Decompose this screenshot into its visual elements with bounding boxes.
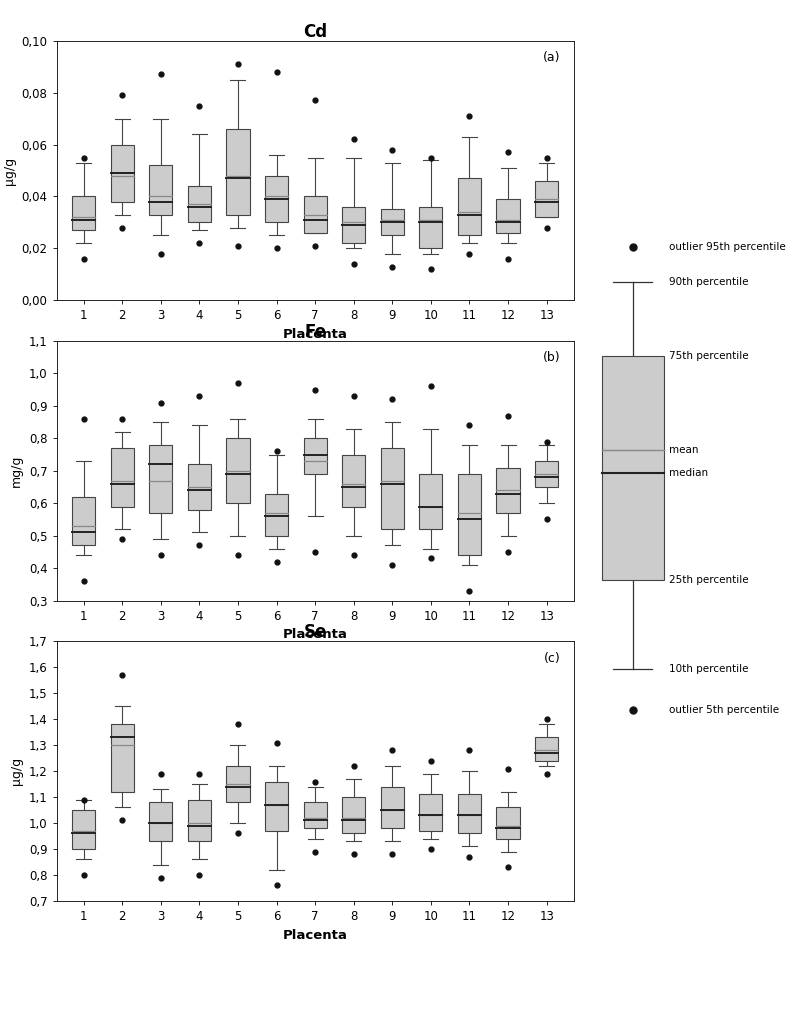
Bar <box>535 461 558 487</box>
Bar <box>226 129 250 215</box>
Bar <box>458 794 481 834</box>
Bar <box>149 445 172 513</box>
Title: Cd: Cd <box>303 22 327 41</box>
Text: 90th percentile: 90th percentile <box>669 278 748 287</box>
Bar <box>265 176 288 223</box>
Bar <box>226 766 250 802</box>
Bar <box>496 200 520 233</box>
Text: (a): (a) <box>543 51 561 64</box>
Bar <box>149 802 172 841</box>
Bar <box>496 467 520 513</box>
Text: outlier 5th percentile: outlier 5th percentile <box>669 705 779 715</box>
Bar <box>72 810 95 849</box>
Title: Fe: Fe <box>304 323 326 341</box>
Bar <box>342 797 365 834</box>
Bar <box>419 207 443 248</box>
Bar <box>496 807 520 839</box>
Bar <box>111 725 134 792</box>
Text: median: median <box>669 468 708 478</box>
Bar <box>304 196 326 233</box>
Bar <box>265 494 288 535</box>
Bar <box>187 464 211 510</box>
Bar <box>602 356 664 580</box>
Bar <box>187 186 211 223</box>
Bar <box>304 439 326 474</box>
Bar <box>458 178 481 235</box>
Y-axis label: μg/g: μg/g <box>11 757 23 785</box>
Bar <box>381 787 404 829</box>
Bar <box>265 782 288 831</box>
Text: 25th percentile: 25th percentile <box>669 575 748 585</box>
Bar <box>187 800 211 841</box>
Text: 10th percentile: 10th percentile <box>669 665 748 674</box>
Bar <box>72 497 95 546</box>
Bar <box>381 210 404 235</box>
X-axis label: Placenta: Placenta <box>283 628 347 641</box>
Bar <box>111 145 134 202</box>
Text: outlier 95th percentile: outlier 95th percentile <box>669 242 785 251</box>
Bar <box>419 474 443 529</box>
X-axis label: Placenta: Placenta <box>283 328 347 341</box>
Bar <box>111 448 134 507</box>
Y-axis label: μg/g: μg/g <box>3 157 16 184</box>
Bar <box>149 165 172 215</box>
Bar <box>419 794 443 831</box>
Bar <box>226 439 250 503</box>
X-axis label: Placenta: Placenta <box>283 928 347 942</box>
Y-axis label: mg/g: mg/g <box>11 455 23 487</box>
Text: mean: mean <box>669 446 698 455</box>
Text: (b): (b) <box>543 351 561 364</box>
Bar <box>342 207 365 243</box>
Text: (c): (c) <box>544 652 561 665</box>
Bar <box>342 455 365 507</box>
Bar <box>72 196 95 230</box>
Bar <box>381 448 404 529</box>
Text: 75th percentile: 75th percentile <box>669 351 748 361</box>
Bar <box>458 474 481 555</box>
Title: Se: Se <box>304 623 326 641</box>
Bar <box>304 802 326 829</box>
Bar <box>535 737 558 760</box>
Bar <box>535 181 558 217</box>
